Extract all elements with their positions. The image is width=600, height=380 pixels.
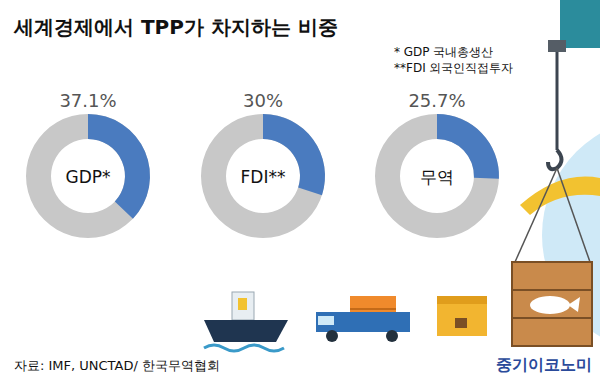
chart-root: 세계경제에서 TPP가 차지하는 비중 * GDP 국내총생산 **FDI 외국인직… [0,0,600,380]
note: **FDI 외국인직접투자 [394,61,514,75]
whale [530,296,570,314]
donut [26,114,150,238]
donut-title: GDP* [65,167,110,187]
data-label: 25.7% [408,90,465,111]
data-label: 37.1% [59,90,116,111]
donut [201,114,325,238]
donut-ring [375,114,499,238]
whale-tail [568,297,580,312]
crate-slat [512,289,592,291]
donut-ring [201,114,325,238]
ship-hull [204,320,288,342]
box [437,296,487,336]
donut-title: FDI** [241,167,286,187]
crate-slat [512,317,592,319]
crane-cable [556,52,559,150]
rope [557,168,590,262]
truck-load-line [350,308,396,310]
note: * GDP 국내총생산 [394,45,493,59]
brand: 중기이코노미 [496,355,592,374]
box-mark [455,318,467,328]
rope [515,168,557,262]
title: 세계경제에서 TPP가 차지하는 비중 [13,15,338,39]
wave [204,345,284,351]
wheel [386,330,398,342]
ship-bridge [232,292,254,320]
donut [375,114,499,238]
box-lid [437,296,487,304]
source: 자료: IMF, UNCTAD/ 한국무역협회 [14,358,220,373]
globe-ring [520,177,600,215]
crane-hook [548,150,562,169]
crane-trolley [548,40,566,52]
truck-window [318,316,334,325]
data-label: 30% [243,90,283,111]
decoration [204,0,600,353]
donut-title: 무역 [420,167,454,187]
wheel [326,330,338,342]
crate [512,262,592,346]
truck-body [316,312,410,332]
donut-ring [26,114,150,238]
ship-cargo [238,298,247,310]
